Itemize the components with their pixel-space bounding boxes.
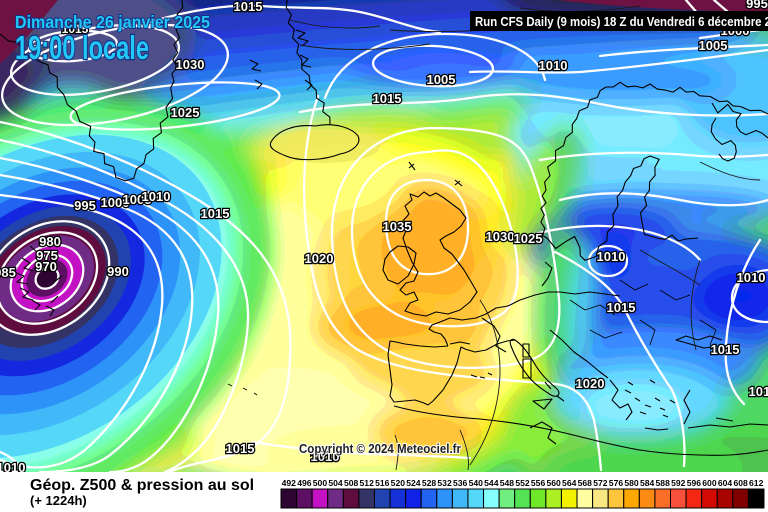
- svg-text:512: 512: [360, 478, 375, 488]
- svg-text:1015: 1015: [711, 342, 740, 357]
- svg-text:600: 600: [702, 478, 717, 488]
- svg-text:504: 504: [328, 478, 343, 488]
- svg-text:995: 995: [746, 0, 768, 11]
- svg-text:985: 985: [0, 265, 16, 280]
- svg-text:556: 556: [531, 478, 546, 488]
- svg-text:612: 612: [749, 478, 764, 488]
- svg-text:584: 584: [640, 478, 655, 488]
- svg-text:572: 572: [593, 478, 608, 488]
- svg-text:1035: 1035: [383, 219, 412, 234]
- svg-text:544: 544: [484, 478, 499, 488]
- svg-text:1005: 1005: [123, 192, 152, 207]
- svg-text:580: 580: [624, 478, 639, 488]
- svg-text:552: 552: [515, 478, 530, 488]
- svg-text:564: 564: [562, 478, 577, 488]
- svg-text:492: 492: [282, 478, 297, 488]
- svg-text:592: 592: [671, 478, 686, 488]
- svg-text:975: 975: [36, 248, 58, 263]
- svg-text:548: 548: [500, 478, 515, 488]
- svg-text:1020: 1020: [576, 376, 605, 391]
- svg-text:520: 520: [391, 478, 406, 488]
- svg-text:Copyright © 2024 Meteociel.fr: Copyright © 2024 Meteociel.fr: [299, 441, 461, 456]
- svg-text:995: 995: [74, 198, 96, 213]
- svg-text:596: 596: [687, 478, 702, 488]
- svg-text:1010: 1010: [142, 189, 171, 204]
- svg-text:1010: 1010: [311, 449, 340, 464]
- svg-text:1020: 1020: [305, 251, 334, 266]
- svg-text:1015: 1015: [373, 91, 402, 106]
- svg-text:576: 576: [609, 478, 624, 488]
- svg-text:604: 604: [718, 478, 733, 488]
- svg-text:1030: 1030: [176, 57, 205, 72]
- svg-text:1030: 1030: [486, 229, 515, 244]
- svg-text:1000: 1000: [101, 195, 130, 210]
- svg-text:(+ 1224h): (+ 1224h): [30, 493, 87, 508]
- svg-text:Dimanche 26 janvier 2025: Dimanche 26 janvier 2025: [15, 12, 210, 32]
- svg-text:1010: 1010: [737, 270, 766, 285]
- svg-text:1015: 1015: [234, 0, 263, 14]
- svg-text:1025: 1025: [171, 105, 200, 120]
- svg-text:496: 496: [297, 478, 312, 488]
- svg-text:540: 540: [469, 478, 484, 488]
- svg-text:1010: 1010: [539, 58, 568, 73]
- svg-text:990: 990: [107, 264, 129, 279]
- svg-text:608: 608: [733, 478, 748, 488]
- svg-text:508: 508: [344, 478, 359, 488]
- svg-text:1015: 1015: [607, 300, 636, 315]
- svg-text:528: 528: [422, 478, 437, 488]
- svg-text:Run CFS Daily (9 mois) 18 Z du: Run CFS Daily (9 mois) 18 Z du Vendredi …: [475, 14, 768, 29]
- svg-text:19:00 locale: 19:00 locale: [15, 29, 149, 66]
- svg-text:970: 970: [35, 259, 57, 274]
- svg-text:Géop. Z500 & pression au sol: Géop. Z500 & pression au sol: [30, 477, 254, 494]
- svg-text:1015: 1015: [62, 22, 89, 36]
- svg-text:1025: 1025: [514, 231, 543, 246]
- svg-text:524: 524: [406, 478, 421, 488]
- svg-text:1015: 1015: [201, 206, 230, 221]
- svg-text:1005: 1005: [427, 72, 456, 87]
- svg-text:1015: 1015: [749, 384, 768, 399]
- svg-text:516: 516: [375, 478, 390, 488]
- svg-text:532: 532: [437, 478, 452, 488]
- svg-text:588: 588: [656, 478, 671, 488]
- svg-text:980: 980: [39, 234, 61, 249]
- svg-text:1015: 1015: [226, 441, 255, 456]
- svg-text:500: 500: [313, 478, 328, 488]
- svg-text:536: 536: [453, 478, 468, 488]
- svg-text:560: 560: [546, 478, 561, 488]
- svg-text:568: 568: [578, 478, 593, 488]
- svg-text:1005: 1005: [699, 38, 728, 53]
- svg-text:1010: 1010: [0, 460, 25, 475]
- svg-text:1010: 1010: [597, 249, 626, 264]
